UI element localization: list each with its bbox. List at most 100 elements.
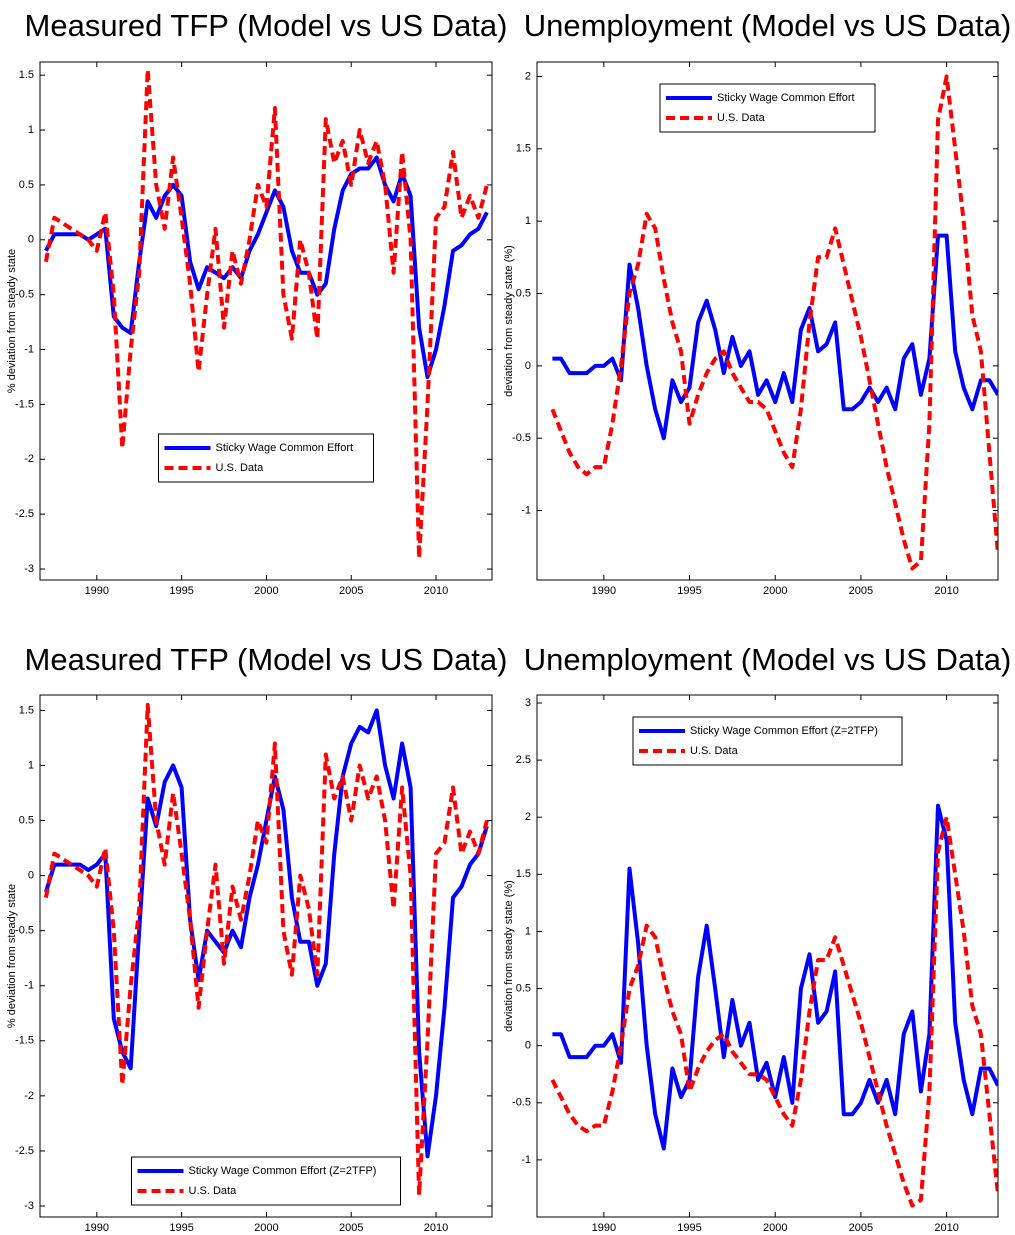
legend: Sticky Wage Common Effort (Z=2TFP) U.S. D… — [632, 716, 903, 766]
y-tick-label: -3 — [24, 1200, 34, 1212]
x-tick-label: 2005 — [339, 1222, 363, 1234]
panel: Unemployment (Model vs US Data) deviation… — [503, 8, 1011, 597]
y-tick-label: 0 — [28, 870, 34, 882]
y-tick-label: 1 — [525, 215, 531, 227]
chart-title: Measured TFP (Model vs US Data) — [25, 642, 508, 677]
y-axis-label: deviation from steady state (%) — [503, 880, 515, 1032]
y-tick-label: -0.5 — [512, 432, 531, 444]
chart-title: Unemployment (Model vs US Data) — [524, 642, 1012, 677]
panel: Measured TFP (Model vs US Data) % deviati… — [6, 642, 508, 1234]
y-tick-label: 1.5 — [516, 143, 531, 155]
x-tick-label: 2000 — [254, 585, 278, 597]
legend-label: U.S. Data — [216, 462, 265, 474]
series-line — [552, 803, 998, 1151]
y-tick-label: 1 — [28, 759, 34, 771]
legend-box — [632, 716, 903, 766]
x-tick-label: 1990 — [85, 585, 109, 597]
y-axis-label: % deviation from steady state — [6, 249, 18, 393]
legend: Sticky Wage Common Effort (Z=2TFP) U.S. D… — [131, 1156, 401, 1206]
legend-label: Sticky Wage Common Effort (Z=2TFP) — [690, 725, 878, 737]
y-tick-label: 1.5 — [516, 868, 531, 880]
x-tick-label: 2005 — [849, 585, 873, 597]
legend-label: U.S. Data — [690, 745, 739, 757]
x-tick-label: 1995 — [677, 585, 701, 597]
y-tick-label: 1 — [525, 925, 531, 937]
y-tick-label: -2.5 — [15, 1145, 34, 1157]
y-tick-label: 0 — [28, 234, 34, 246]
x-tick-label: 1990 — [85, 1222, 109, 1234]
legend-label: U.S. Data — [717, 112, 766, 124]
y-tick-label: -1 — [24, 980, 34, 992]
y-tick-label: -0.5 — [15, 289, 34, 301]
axes-box — [536, 61, 999, 581]
plot — [43, 702, 489, 1197]
y-tick-label: -0.5 — [15, 925, 34, 937]
panel: Unemployment (Model vs US Data) deviation… — [503, 642, 1011, 1234]
y-tick-label: -1.5 — [15, 398, 34, 410]
series-line — [44, 155, 489, 379]
x-tick-label: 2005 — [849, 1222, 873, 1234]
plot — [43, 67, 489, 561]
x-tick-label: 2010 — [934, 585, 958, 597]
chart-title: Unemployment (Model vs US Data) — [524, 8, 1012, 43]
x-tick-label: 2000 — [254, 1222, 278, 1234]
x-tick-label: 2010 — [424, 1222, 448, 1234]
legend-label: Sticky Wage Common Effort — [216, 442, 354, 454]
x-tick-label: 2010 — [424, 585, 448, 597]
y-tick-label: -1 — [24, 343, 34, 355]
y-tick-label: 2.5 — [516, 754, 531, 766]
y-tick-label: 3 — [525, 697, 531, 709]
y-tick-label: 0.5 — [19, 179, 34, 191]
y-tick-label: -2 — [24, 1090, 34, 1102]
chart-title: Measured TFP (Model vs US Data) — [25, 8, 508, 43]
y-tick-label: 0 — [525, 360, 531, 372]
y-tick-label: -2.5 — [15, 508, 34, 520]
y-tick-label: 0.5 — [516, 982, 531, 994]
series-line — [43, 708, 489, 1159]
y-tick-label: 0.5 — [19, 814, 34, 826]
y-tick-label: -2 — [24, 453, 34, 465]
y-tick-label: 1 — [28, 124, 34, 136]
y-axis-label: % deviation from steady state — [6, 884, 18, 1028]
plot — [550, 74, 998, 571]
legend: Sticky Wage Common Effort U.S. Data — [158, 433, 374, 483]
legend-label: U.S. Data — [189, 1185, 238, 1197]
x-tick-label: 2005 — [339, 585, 363, 597]
series-line — [550, 815, 998, 1208]
legend-box — [659, 83, 876, 133]
y-tick-label: 1.5 — [19, 69, 34, 81]
y-tick-label: -3 — [24, 563, 34, 575]
series-line — [552, 233, 998, 441]
legend-box — [158, 433, 374, 483]
y-tick-label: 0.5 — [516, 287, 531, 299]
axes-box — [39, 694, 493, 1218]
legend-box — [131, 1156, 401, 1206]
y-axis-label: deviation from steady state (%) — [503, 245, 515, 397]
x-tick-label: 2000 — [763, 1222, 787, 1234]
x-tick-label: 2010 — [934, 1222, 958, 1234]
y-tick-label: 2 — [525, 70, 531, 82]
x-tick-label: 1995 — [169, 585, 193, 597]
axes-box — [536, 694, 999, 1218]
x-tick-label: 1995 — [169, 1222, 193, 1234]
y-tick-label: -1 — [521, 504, 531, 516]
x-tick-label: 1990 — [592, 1222, 616, 1234]
series-line — [43, 67, 489, 561]
panel: Measured TFP (Model vs US Data) % deviati… — [6, 8, 508, 597]
y-tick-label: -0.5 — [512, 1097, 531, 1109]
legend-label: Sticky Wage Common Effort — [717, 92, 855, 104]
x-tick-label: 2000 — [763, 585, 787, 597]
legend-label: Sticky Wage Common Effort (Z=2TFP) — [189, 1165, 377, 1177]
y-tick-label: -1.5 — [15, 1035, 34, 1047]
y-tick-label: 0 — [525, 1040, 531, 1052]
legend: Sticky Wage Common Effort U.S. Data — [659, 83, 876, 133]
y-tick-label: 2 — [525, 811, 531, 823]
x-tick-label: 1995 — [677, 1222, 701, 1234]
series-line — [550, 74, 998, 571]
x-tick-label: 1990 — [592, 585, 616, 597]
y-tick-label: 1.5 — [19, 704, 34, 716]
series-line — [43, 702, 489, 1197]
plot — [550, 803, 998, 1208]
y-tick-label: -1 — [521, 1154, 531, 1166]
